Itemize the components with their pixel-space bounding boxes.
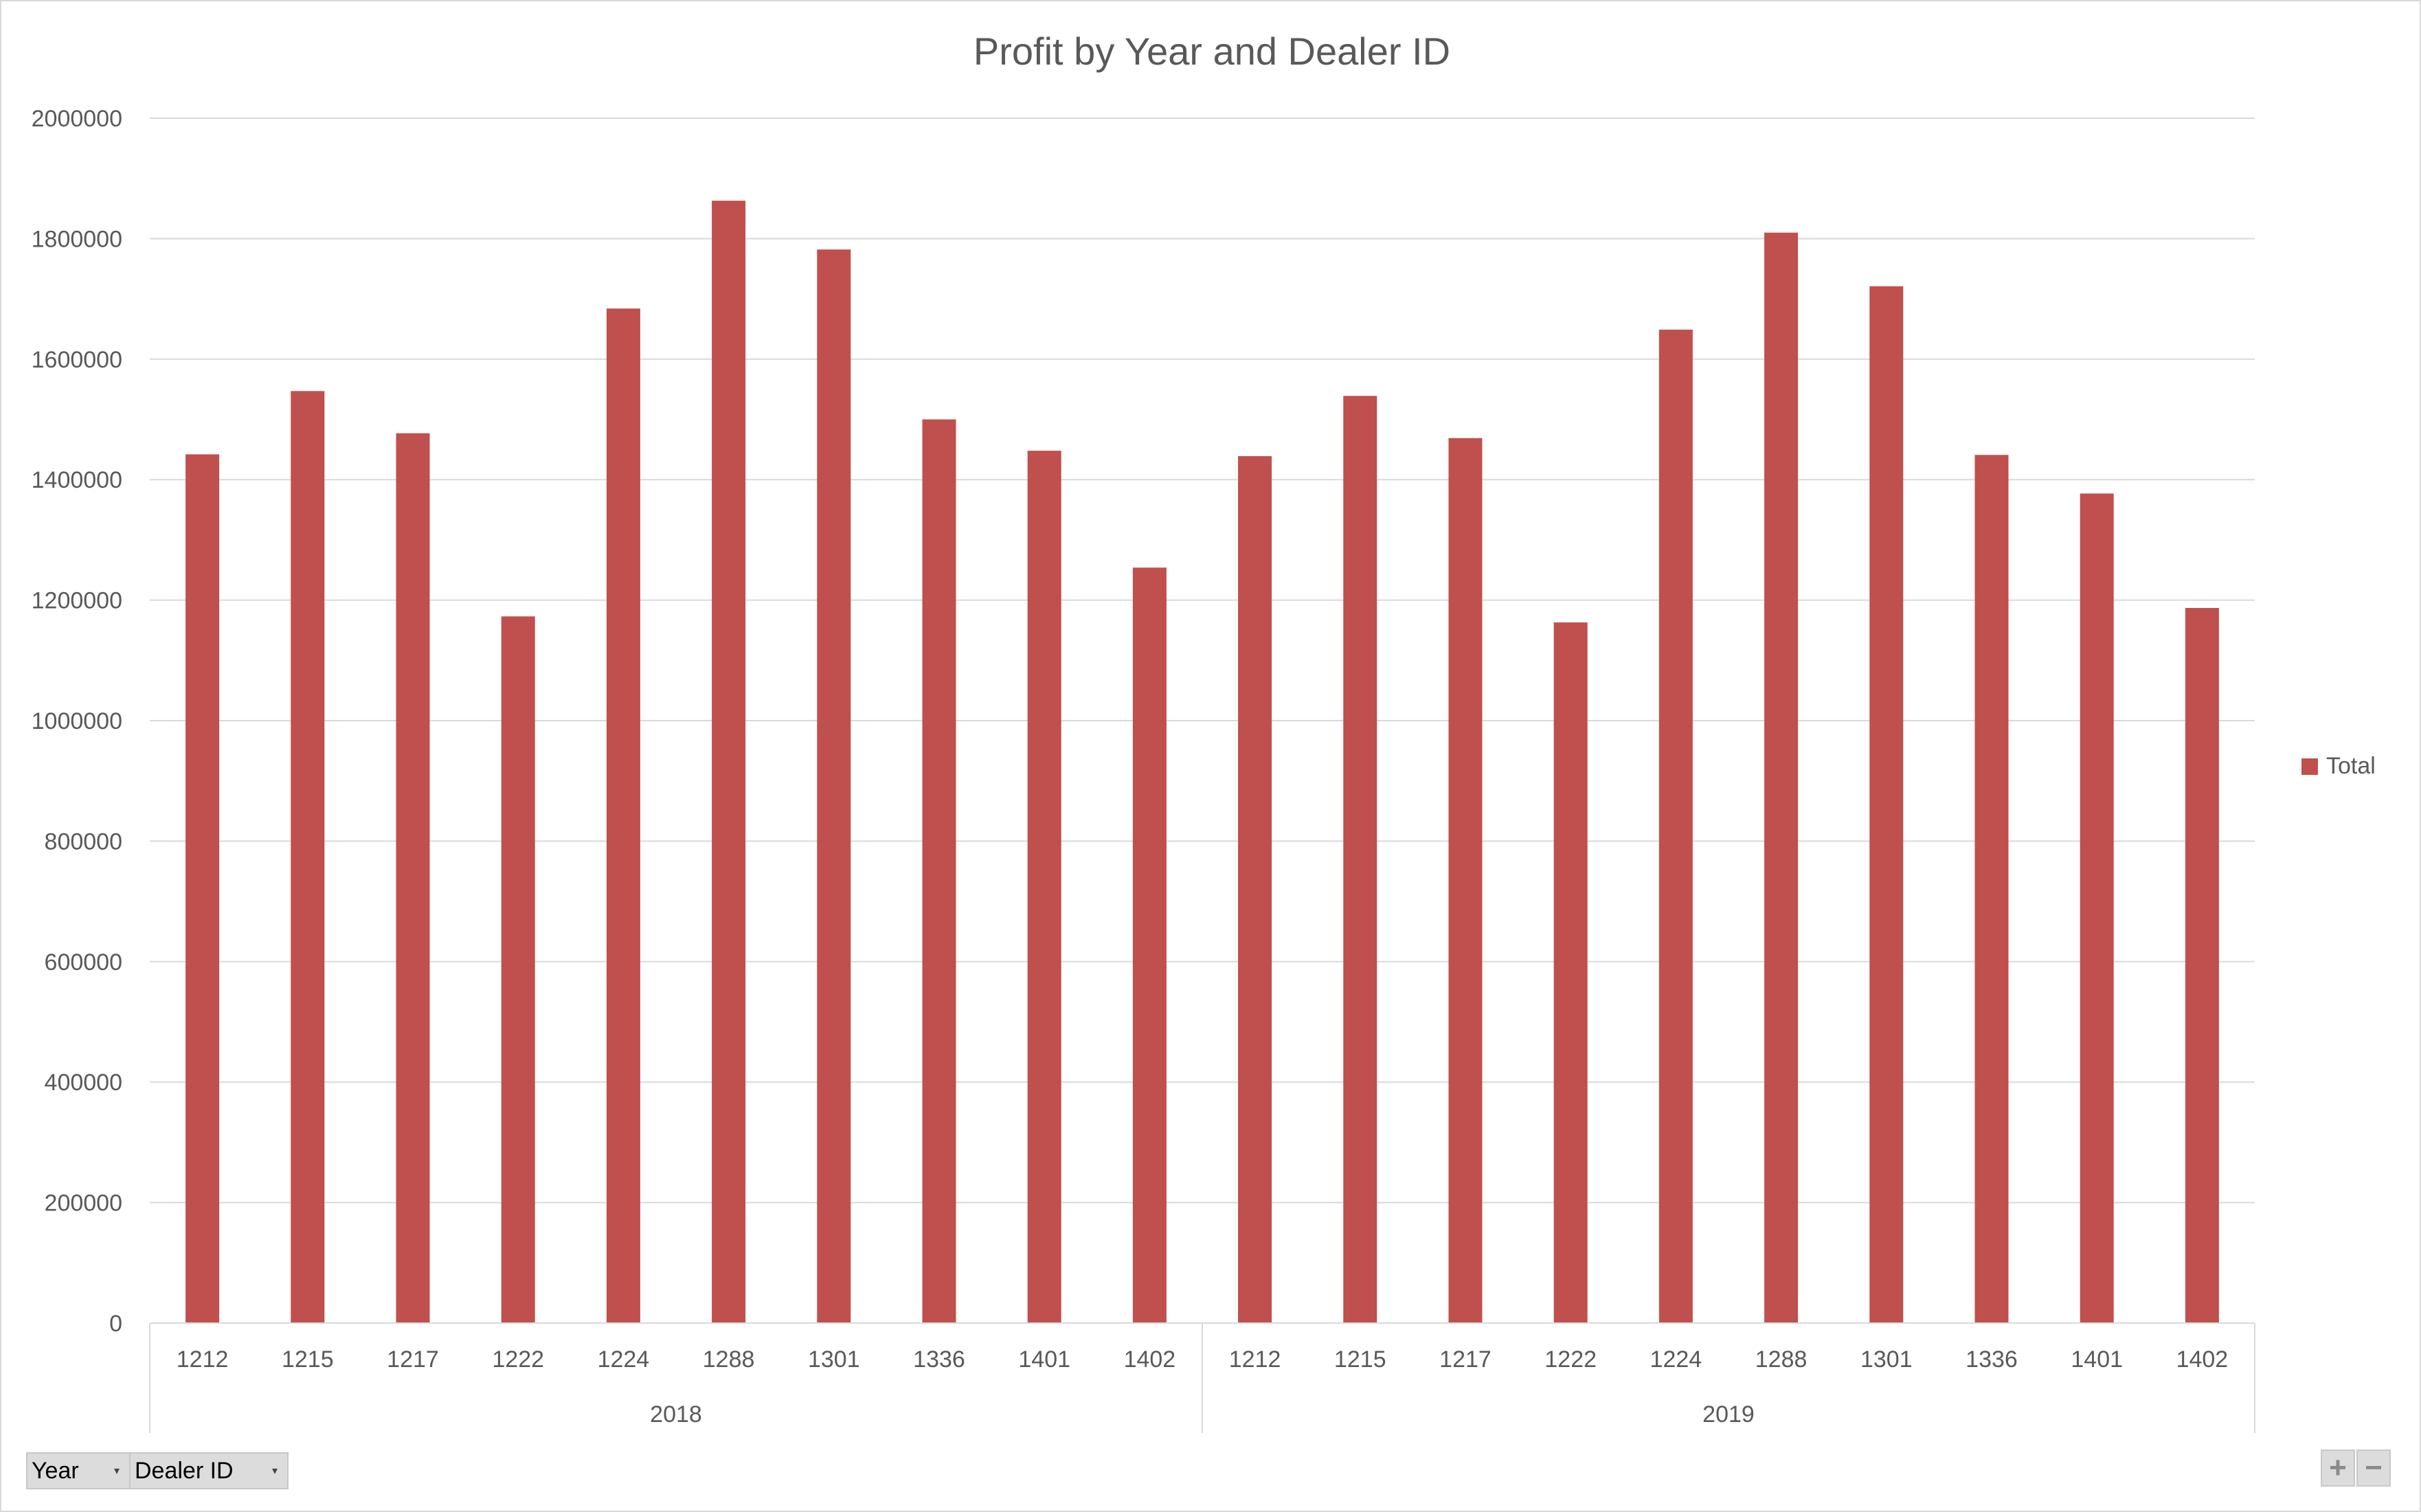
x-tick-label: 1222 bbox=[492, 1346, 544, 1373]
x-tick-label: 1401 bbox=[1018, 1346, 1070, 1373]
x-tick-label: 1217 bbox=[1439, 1346, 1491, 1373]
year-field-label: Year bbox=[32, 1457, 79, 1484]
bar bbox=[291, 391, 325, 1323]
plus-icon: + bbox=[2329, 1451, 2347, 1485]
x-tick-label: 1215 bbox=[1334, 1346, 1386, 1373]
y-tick-label: 600000 bbox=[45, 949, 122, 975]
bar bbox=[817, 249, 851, 1323]
x-tick-label: 1402 bbox=[2176, 1346, 2229, 1373]
x-group-label: 2019 bbox=[1702, 1401, 1755, 1428]
bar bbox=[1343, 396, 1377, 1323]
legend-swatch-total bbox=[2301, 758, 2318, 775]
gridlines bbox=[150, 117, 2255, 1204]
legend-label-total: Total bbox=[2326, 753, 2376, 779]
y-tick-label: 800000 bbox=[45, 828, 122, 855]
expand-field-button[interactable]: + bbox=[2321, 1449, 2355, 1487]
bar bbox=[2080, 493, 2114, 1323]
bar bbox=[1132, 567, 1167, 1324]
x-group-label: 2018 bbox=[650, 1401, 702, 1428]
x-tick-label: 1288 bbox=[703, 1346, 755, 1373]
x-tick-label: 1212 bbox=[177, 1346, 229, 1373]
bar bbox=[396, 433, 430, 1323]
dealer-id-field-label: Dealer ID bbox=[135, 1457, 234, 1484]
collapse-field-button[interactable]: − bbox=[2356, 1449, 2391, 1487]
y-tick-label: 1600000 bbox=[32, 347, 122, 373]
y-tick-label: 1200000 bbox=[32, 588, 122, 614]
bar bbox=[501, 616, 535, 1323]
y-tick-label: 1800000 bbox=[32, 226, 122, 252]
x-tick-label: 1224 bbox=[1650, 1346, 1702, 1373]
dropdown-arrow-icon: ▾ bbox=[113, 1465, 120, 1477]
bar bbox=[185, 454, 220, 1324]
x-tick-label: 1215 bbox=[282, 1346, 334, 1373]
y-tick-label: 1400000 bbox=[32, 467, 122, 493]
y-tick-label: 400000 bbox=[45, 1070, 122, 1096]
x-tick-label: 1212 bbox=[1229, 1346, 1281, 1373]
x-tick-label: 1401 bbox=[2071, 1346, 2123, 1373]
bar bbox=[1658, 329, 1693, 1323]
dealer-id-field-button[interactable]: Dealer ID ▾ bbox=[129, 1452, 289, 1489]
bar bbox=[922, 419, 956, 1323]
minus-icon: − bbox=[2365, 1451, 2383, 1485]
bar bbox=[606, 308, 640, 1324]
bars bbox=[185, 201, 2219, 1324]
bar bbox=[1238, 455, 1272, 1323]
bar bbox=[1448, 438, 1483, 1323]
bar bbox=[1553, 622, 1588, 1323]
x-tick-label: 1224 bbox=[598, 1346, 650, 1373]
x-tick-label: 1301 bbox=[1860, 1346, 1913, 1373]
bar bbox=[712, 201, 746, 1324]
bar bbox=[1027, 451, 1061, 1323]
x-tick-label: 1336 bbox=[913, 1346, 965, 1373]
x-tick-label: 1301 bbox=[808, 1346, 860, 1373]
y-tick-label: 0 bbox=[109, 1311, 122, 1337]
dropdown-arrow-icon: ▾ bbox=[271, 1465, 278, 1477]
x-tick-label: 1336 bbox=[1966, 1346, 2018, 1373]
y-tick-label: 2000000 bbox=[32, 106, 122, 132]
y-axis-ticks: 0 200000 400000 600000 800000 1000000 1200000 1… bbox=[32, 106, 122, 1337]
chart-title: Profit by Year and Dealer ID bbox=[973, 30, 1450, 73]
x-tick-label: 1222 bbox=[1544, 1346, 1597, 1373]
bar bbox=[2185, 608, 2219, 1323]
y-tick-label: 1000000 bbox=[32, 708, 122, 734]
y-tick-label: 200000 bbox=[45, 1191, 122, 1217]
x-tick-label: 1288 bbox=[1755, 1346, 1808, 1373]
x-tick-label: 1402 bbox=[1124, 1346, 1176, 1373]
legend: Total bbox=[2301, 753, 2376, 779]
bar bbox=[1974, 455, 2009, 1324]
bar bbox=[1764, 232, 1799, 1323]
bar bbox=[1869, 286, 1904, 1324]
year-field-button[interactable]: Year ▾ bbox=[26, 1452, 131, 1489]
x-axis: 1212 1215 1217 1222 1224 1288 1301 1336 1401 1402… bbox=[149, 1322, 2255, 1433]
x-tick-label: 1217 bbox=[387, 1346, 439, 1373]
